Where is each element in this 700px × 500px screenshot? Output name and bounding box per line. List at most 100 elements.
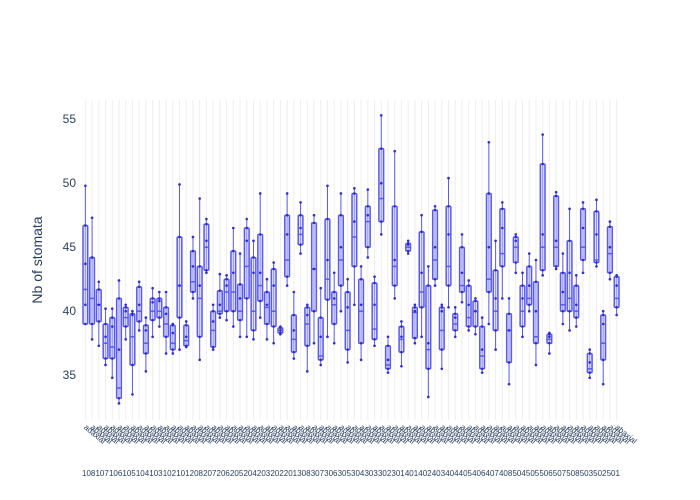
box-body: [378, 147, 385, 223]
data-point: [285, 213, 289, 217]
data-point: [413, 303, 417, 307]
data-point: [393, 284, 397, 287]
data-point: [527, 252, 531, 255]
data-point: [601, 322, 605, 326]
box-201-adaxial: [284, 192, 291, 287]
data-point: [252, 329, 255, 332]
data-point: [205, 239, 208, 243]
data-point: [359, 341, 363, 345]
box-body: [371, 282, 378, 341]
data-point: [366, 245, 370, 249]
box-203-abaxial: [263, 277, 271, 341]
data-point: [191, 265, 195, 268]
data-point: [211, 345, 215, 349]
data-point: [521, 335, 524, 339]
data-point: [117, 396, 121, 400]
box-body: [431, 209, 439, 280]
data-point: [588, 371, 592, 374]
data-point: [97, 344, 101, 348]
data-point: [191, 235, 195, 239]
data-point: [433, 204, 437, 208]
x-tick-group-label: 101: [176, 469, 190, 478]
data-point: [541, 268, 544, 272]
box-307-abaxial: [317, 286, 324, 367]
data-point: [312, 341, 316, 345]
box-body: [553, 195, 560, 268]
data-point: [97, 288, 101, 291]
data-point: [178, 348, 181, 351]
box-304-abaxial: [357, 265, 365, 362]
data-point: [158, 297, 161, 300]
data-point: [568, 329, 571, 332]
data-point: [205, 271, 208, 275]
data-point: [440, 348, 444, 351]
data-point: [534, 309, 538, 313]
data-point: [440, 367, 444, 371]
data-point: [514, 239, 518, 243]
y-tick-label: 35: [63, 368, 77, 382]
data-point: [534, 341, 538, 345]
x-tick-group-label: 105: [122, 469, 136, 478]
data-point: [494, 268, 497, 272]
data-point: [501, 265, 504, 268]
data-point: [272, 261, 275, 264]
data-point: [561, 290, 565, 294]
box-102-adaxial: [162, 290, 170, 355]
data-point: [353, 192, 356, 195]
data-point: [232, 226, 235, 230]
data-point: [258, 233, 262, 236]
data-point: [534, 363, 538, 367]
box-202-adaxial: [270, 261, 277, 345]
box-108-adaxial: [82, 184, 89, 326]
box-303-abaxial: [371, 275, 378, 348]
data-point: [319, 286, 323, 290]
x-tick-group-label: 207: [203, 469, 217, 478]
box-body: [230, 250, 237, 312]
data-point: [480, 325, 484, 328]
box-104-abaxial: [142, 316, 149, 373]
data-point: [379, 220, 383, 223]
x-tick-group-label: 206: [217, 469, 231, 478]
box-body: [250, 256, 257, 332]
data-point: [299, 226, 302, 230]
data-point: [151, 300, 154, 304]
data-point: [124, 303, 128, 307]
box-307-adaxial: [310, 213, 318, 345]
data-point: [353, 220, 356, 223]
data-point: [305, 313, 309, 317]
data-point: [218, 316, 222, 319]
box-body: [499, 208, 506, 268]
data-point: [124, 306, 128, 309]
box-204-abaxial: [250, 239, 257, 341]
box-302-abaxial: [384, 335, 392, 374]
data-point: [171, 322, 175, 326]
x-tick-group-label: 203: [257, 469, 271, 478]
data-point: [232, 309, 235, 313]
y-axis-title: Nb of stomata: [29, 216, 45, 303]
x-tick-group-label: 301: [391, 469, 405, 478]
data-point: [285, 192, 289, 195]
box-body: [290, 314, 297, 353]
data-point: [211, 303, 215, 307]
y-tick-label: 55: [63, 112, 77, 126]
data-point: [252, 338, 255, 341]
data-point: [225, 274, 228, 277]
data-point: [561, 271, 565, 275]
x-tick-group-label: 508: [566, 469, 580, 478]
data-point: [413, 336, 417, 340]
data-point: [359, 358, 363, 362]
data-point: [400, 350, 403, 354]
data-point: [332, 322, 336, 326]
box-body: [331, 291, 338, 325]
data-point: [258, 299, 262, 303]
data-point: [319, 358, 323, 362]
box-402-adaxial: [418, 213, 425, 339]
data-point: [588, 376, 592, 380]
data-point: [574, 303, 578, 307]
box-306-abaxial: [331, 271, 338, 345]
data-point: [104, 335, 107, 339]
data-point: [379, 181, 383, 185]
box-402-abaxial: [425, 265, 432, 399]
data-point: [353, 303, 356, 307]
box-body: [169, 324, 176, 351]
